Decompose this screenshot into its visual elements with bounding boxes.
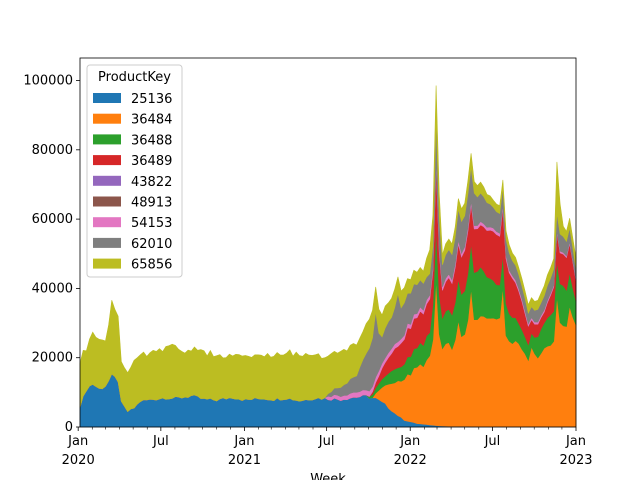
legend-swatch-48913 <box>93 196 121 207</box>
x-tick-label: Jan <box>565 434 586 449</box>
x-tick-sublabel: 2023 <box>559 453 592 468</box>
legend-label-36484: 36484 <box>131 113 172 128</box>
legend-swatch-43822 <box>93 175 121 186</box>
legend-label-36488: 36488 <box>131 133 172 148</box>
legend: ProductKey 25136 36484 36488 36489 43822 48913… <box>86 64 183 278</box>
y-tick-label: 80000 <box>32 143 73 158</box>
legend-label-25136: 25136 <box>131 92 172 107</box>
y-tick-label: 60000 <box>32 212 73 227</box>
legend-swatch-36488 <box>93 134 121 145</box>
legend-label-54153: 54153 <box>131 216 172 231</box>
legend-label-62010: 62010 <box>131 237 172 252</box>
x-tick-sublabel: 2022 <box>394 453 427 468</box>
legend-swatch-25136 <box>93 93 121 103</box>
legend-label-65856: 65856 <box>131 258 172 273</box>
axes: 0 20000 40000 60000 80000 100000 Jan 2020 Jul Jan… <box>23 57 593 468</box>
x-tick-sublabel: 2020 <box>62 453 95 468</box>
legend-swatch-36484 <box>93 113 121 124</box>
x-tick-sublabel: 2021 <box>228 453 261 468</box>
x-tick-label: Jul <box>318 434 335 449</box>
x-tick-label: Jan <box>67 434 88 449</box>
legend-swatch-62010 <box>93 237 121 248</box>
legend-label-43822: 43822 <box>131 175 172 190</box>
legend-swatch-65856 <box>93 258 121 269</box>
legend-title: ProductKey <box>98 70 171 85</box>
legend-swatch-54153 <box>93 217 121 228</box>
legend-swatch-36489 <box>93 155 121 166</box>
x-tick-label: Jul <box>484 434 501 449</box>
x-tick-label: Jan <box>233 434 254 449</box>
legend-label-48913: 48913 <box>131 196 172 211</box>
x-tick-label: Jul <box>152 434 169 449</box>
legend-label-36489: 36489 <box>131 154 172 169</box>
x-tick-label: Jan <box>399 434 420 449</box>
y-tick-label: 0 <box>65 420 73 435</box>
y-tick-label: 40000 <box>32 281 73 296</box>
y-tick-label: 20000 <box>32 351 73 366</box>
plot-frame <box>79 57 577 428</box>
y-tick-label: 100000 <box>23 74 73 89</box>
x-axis-label: Week <box>310 472 346 480</box>
